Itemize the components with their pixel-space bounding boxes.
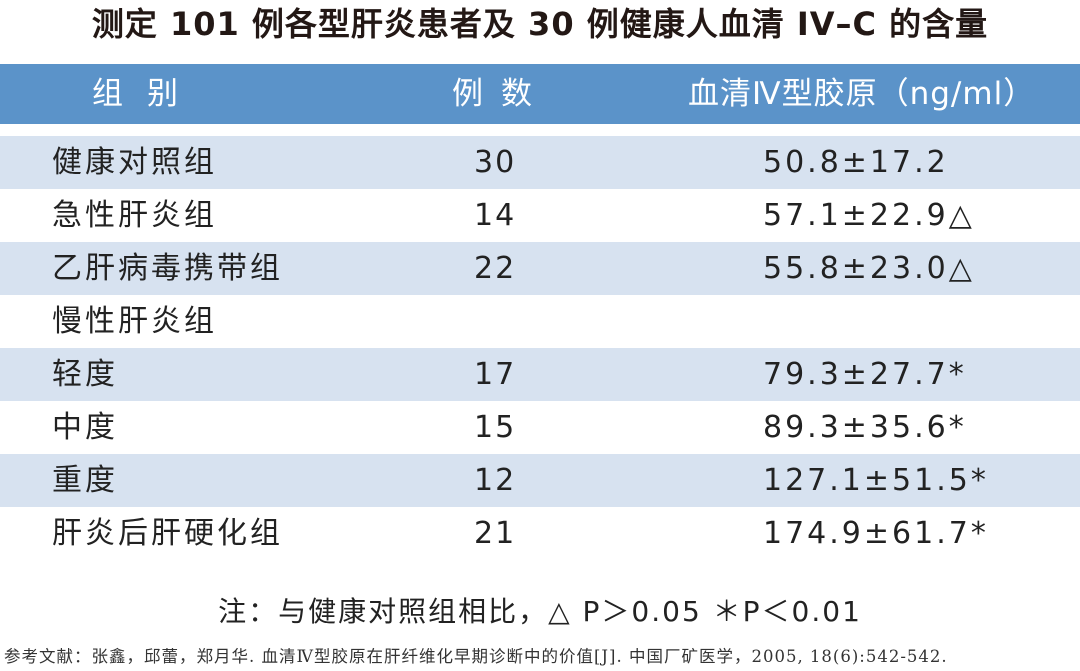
- cell-group: 急性肝炎组: [52, 198, 217, 233]
- table-row: 肝炎后肝硬化组 21 174.9±61.7*: [0, 507, 1080, 560]
- table-row: 轻度 17 79.3±27.7*: [0, 348, 1080, 401]
- cell-group: 乙肝病毒携带组: [52, 251, 283, 286]
- table-body: 健康对照组 30 50.8±17.2 急性肝炎组 14 57.1±22.9△ 乙…: [0, 136, 1080, 560]
- reference-citation: 参考文献：张鑫，邱蕾，郑月华. 血清Ⅳ型胶原在肝纤维化早期诊断中的价值[J]. …: [4, 647, 948, 666]
- cell-count: 14: [474, 198, 517, 233]
- table-header: 组别 例数 血清Ⅳ型胶原（ng/ml）: [0, 64, 1080, 124]
- table-row: 急性肝炎组 14 57.1±22.9△: [0, 189, 1080, 242]
- cell-group: 轻度: [52, 357, 118, 392]
- cell-count: 22: [474, 251, 517, 286]
- cell-group: 肝炎后肝硬化组: [52, 516, 283, 551]
- cell-count: 21: [474, 516, 517, 551]
- cell-value: 89.3±35.6*: [763, 410, 967, 445]
- cell-count: 15: [474, 410, 517, 445]
- table-row: 健康对照组 30 50.8±17.2: [0, 136, 1080, 189]
- table-footnote: 注：与健康对照组相比，△ P＞0.05 ＊P＜0.01: [218, 595, 862, 628]
- cell-group: 重度: [52, 463, 118, 498]
- table-row: 慢性肝炎组: [0, 295, 1080, 348]
- column-header-value: 血清Ⅳ型胶原（ng/ml）: [688, 76, 1036, 112]
- cell-count: 17: [474, 357, 517, 392]
- column-header-count: 例数: [452, 76, 550, 112]
- cell-value: 79.3±27.7*: [763, 357, 967, 392]
- cell-group: 中度: [52, 410, 118, 445]
- column-header-group: 组别: [92, 76, 202, 112]
- cell-value: 50.8±17.2: [763, 145, 949, 180]
- cell-value: 174.9±61.7*: [763, 516, 989, 551]
- cell-count: 30: [474, 145, 517, 180]
- cell-count: 12: [474, 463, 517, 498]
- cell-value: 55.8±23.0△: [763, 251, 975, 286]
- table-row: 乙肝病毒携带组 22 55.8±23.0△: [0, 242, 1080, 295]
- cell-group: 慢性肝炎组: [52, 304, 217, 339]
- table-row: 重度 12 127.1±51.5*: [0, 454, 1080, 507]
- cell-group: 健康对照组: [52, 145, 217, 180]
- cell-value: 57.1±22.9△: [763, 198, 975, 233]
- page-title: 测定 101 例各型肝炎患者及 30 例健康人血清 IV–C 的含量: [91, 5, 989, 43]
- cell-value: 127.1±51.5*: [763, 463, 989, 498]
- table-row: 中度 15 89.3±35.6*: [0, 401, 1080, 454]
